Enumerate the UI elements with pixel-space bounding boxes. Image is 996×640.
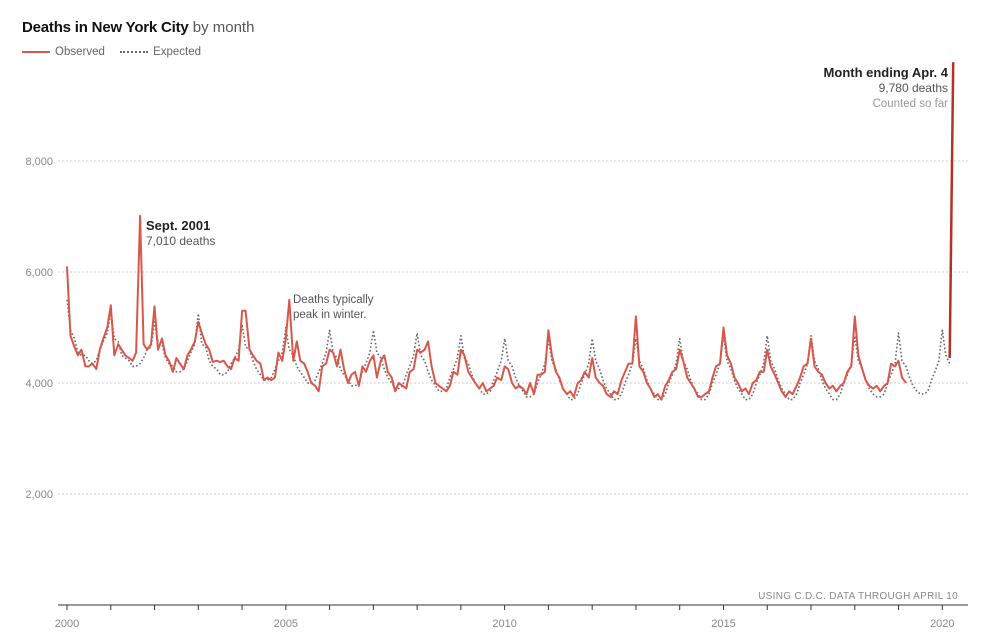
y-tick-label: 2,000 — [25, 489, 53, 501]
annotation-apr-value: 9,780 deaths — [879, 81, 948, 95]
y-tick-label: 6,000 — [25, 267, 53, 279]
chart-title: Deaths in New York City by month — [22, 19, 254, 36]
chart-title-bold: Deaths in New York City — [22, 19, 189, 36]
chart-legend: Observed Expected — [22, 44, 213, 58]
y-tick-label: 4,000 — [25, 378, 53, 390]
source-note: USING C.D.C. DATA THROUGH APRIL 10 — [758, 591, 958, 602]
legend-item-observed: Observed — [22, 46, 105, 58]
chart-title-sub: by month — [192, 19, 255, 36]
x-tick-label: 2020 — [930, 618, 954, 630]
annotation-apr-note: Counted so far — [873, 98, 949, 110]
annotation-winter-line2: peak in winter. — [293, 309, 367, 321]
y-tick-label: 8,000 — [25, 156, 53, 168]
annotation-winter-line1: Deaths typically — [293, 294, 374, 306]
annotation-apr-title: Month ending Apr. 4 — [824, 65, 949, 80]
legend-swatch-observed — [22, 51, 50, 53]
x-tick-label: 2015 — [711, 618, 735, 630]
legend-swatch-expected — [120, 51, 149, 53]
x-tick-label: 2000 — [55, 618, 79, 630]
legend-item-expected: Expected — [120, 46, 201, 58]
legend-label-expected: Expected — [153, 46, 202, 58]
y-axis-ticks: 2,000 4,000 6,000 8,000 — [25, 156, 53, 501]
legend-label-observed: Observed — [55, 46, 105, 58]
gridlines — [58, 160, 968, 495]
annotation-sept-title: Sept. 2001 — [146, 218, 210, 233]
x-tick-label: 2010 — [492, 618, 516, 630]
x-tick-label: 2005 — [274, 618, 298, 630]
series-expected-line — [66, 299, 951, 401]
series-observed-line — [66, 214, 907, 401]
series-lines — [66, 62, 955, 401]
x-axis: 2000 2005 2010 2015 2020 — [55, 604, 968, 630]
annotation-sept-value: 7,010 deaths — [146, 234, 215, 248]
series-observed-spike — [948, 62, 955, 359]
